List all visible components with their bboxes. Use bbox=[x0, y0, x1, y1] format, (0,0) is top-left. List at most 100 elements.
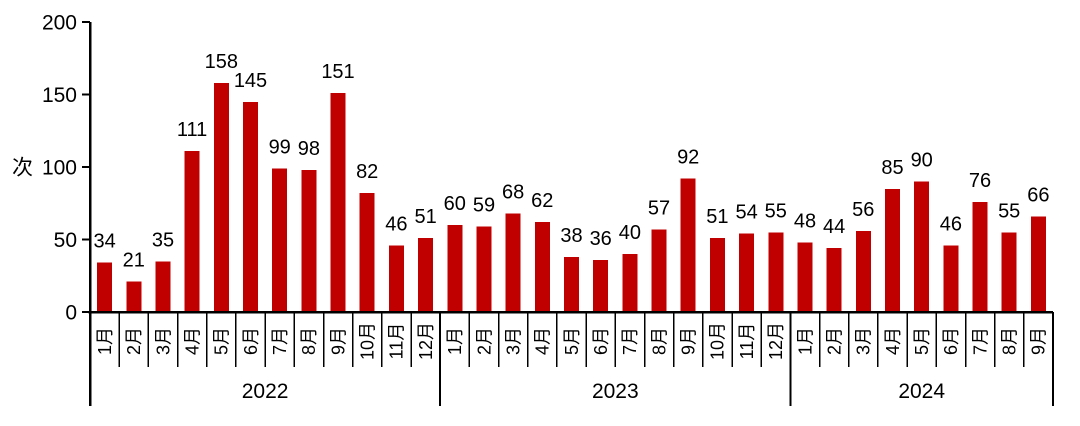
bar-value-label: 56 bbox=[852, 199, 874, 221]
month-label: 9月 bbox=[328, 327, 348, 355]
year-label: 2023 bbox=[592, 380, 639, 403]
bar bbox=[388, 245, 404, 312]
bar-value-label: 59 bbox=[473, 194, 495, 216]
bar bbox=[1030, 216, 1046, 312]
bar-value-label: 60 bbox=[444, 193, 466, 215]
bar-value-label: 76 bbox=[969, 170, 991, 192]
month-label: 1月 bbox=[95, 327, 115, 355]
y-tick-label: 0 bbox=[65, 302, 77, 325]
month-label: 2月 bbox=[824, 327, 844, 355]
bar-value-label: 145 bbox=[234, 70, 267, 92]
month-label: 3月 bbox=[854, 327, 874, 355]
month-label: 6月 bbox=[941, 327, 961, 355]
year-label: 2024 bbox=[898, 380, 945, 403]
bar bbox=[155, 261, 171, 313]
bar-value-label: 35 bbox=[152, 229, 174, 251]
bar bbox=[534, 222, 550, 312]
bar bbox=[914, 181, 930, 312]
bar-value-label: 57 bbox=[648, 197, 670, 219]
month-label: 6月 bbox=[591, 327, 611, 355]
bar-value-label: 36 bbox=[590, 228, 612, 250]
bar-value-label: 46 bbox=[940, 213, 962, 235]
month-label: 5月 bbox=[562, 327, 582, 355]
bar bbox=[447, 225, 463, 312]
month-label: 1月 bbox=[795, 327, 815, 355]
month-label: 8月 bbox=[1000, 327, 1020, 355]
bar bbox=[680, 178, 696, 312]
month-label: 4月 bbox=[533, 327, 553, 355]
bar bbox=[709, 238, 725, 313]
bar-value-label: 151 bbox=[321, 61, 354, 83]
month-label: 9月 bbox=[1029, 327, 1049, 355]
bar bbox=[243, 101, 258, 313]
bar bbox=[330, 93, 346, 312]
bar-value-label: 66 bbox=[1027, 184, 1049, 206]
bar-value-label: 21 bbox=[123, 250, 145, 272]
bar-value-label: 34 bbox=[93, 231, 115, 253]
bar-value-label: 48 bbox=[794, 210, 816, 232]
bar bbox=[593, 259, 609, 312]
bar-value-label: 51 bbox=[706, 206, 728, 228]
bar-value-label: 98 bbox=[298, 138, 320, 160]
bar bbox=[97, 262, 113, 312]
month-label: 8月 bbox=[299, 327, 319, 355]
bar bbox=[855, 230, 871, 312]
bar bbox=[564, 256, 579, 312]
month-label: 5月 bbox=[212, 327, 232, 355]
bar-value-label: 158 bbox=[205, 51, 238, 73]
bar bbox=[797, 242, 813, 312]
month-label: 12月 bbox=[766, 322, 786, 360]
month-label: 5月 bbox=[912, 327, 932, 355]
bar bbox=[272, 168, 288, 312]
y-tick-label: 200 bbox=[42, 12, 77, 35]
month-label: 3月 bbox=[503, 327, 523, 355]
month-label: 11月 bbox=[387, 323, 407, 360]
bar-value-label: 55 bbox=[765, 200, 787, 222]
bar-value-label: 55 bbox=[998, 200, 1020, 222]
bar-value-label: 111 bbox=[177, 119, 207, 141]
month-label: 10月 bbox=[358, 322, 378, 360]
month-label: 6月 bbox=[241, 327, 261, 355]
bar bbox=[972, 201, 988, 312]
month-label: 8月 bbox=[649, 327, 669, 355]
month-label: 9月 bbox=[679, 327, 699, 355]
bar bbox=[476, 226, 492, 312]
bar-value-label: 85 bbox=[881, 157, 903, 179]
bar bbox=[418, 238, 434, 313]
bar-value-label: 40 bbox=[619, 222, 641, 244]
bar bbox=[359, 193, 375, 312]
bar bbox=[1001, 232, 1017, 313]
bar-value-label: 68 bbox=[502, 181, 524, 203]
y-tick-label: 150 bbox=[42, 84, 77, 107]
y-tick-label: 50 bbox=[54, 229, 77, 252]
bar-value-label: 90 bbox=[911, 150, 933, 172]
month-label: 7月 bbox=[970, 327, 990, 355]
bar bbox=[768, 232, 784, 313]
bar bbox=[213, 82, 229, 313]
bar bbox=[826, 248, 842, 312]
bar-value-label: 51 bbox=[414, 206, 436, 228]
y-axis-title: 次 bbox=[12, 157, 33, 180]
bar bbox=[622, 254, 638, 312]
bar-value-label: 92 bbox=[677, 147, 699, 169]
month-label: 7月 bbox=[270, 327, 290, 355]
bar bbox=[651, 229, 667, 312]
y-tick-label: 100 bbox=[42, 157, 77, 180]
bar-value-label: 82 bbox=[356, 161, 378, 183]
bar bbox=[943, 245, 959, 312]
bar bbox=[126, 281, 142, 312]
month-label: 2月 bbox=[474, 327, 494, 355]
month-label: 2月 bbox=[124, 327, 144, 355]
bar-value-label: 54 bbox=[735, 202, 757, 224]
year-label: 2022 bbox=[242, 380, 289, 403]
month-label: 4月 bbox=[182, 327, 202, 355]
month-label: 7月 bbox=[620, 327, 640, 355]
month-label: 3月 bbox=[153, 327, 173, 355]
bar bbox=[885, 188, 900, 313]
month-label: 10月 bbox=[708, 322, 728, 360]
bar-value-label: 46 bbox=[385, 213, 407, 235]
month-label: 4月 bbox=[883, 327, 903, 355]
month-label: 11月 bbox=[737, 323, 757, 360]
